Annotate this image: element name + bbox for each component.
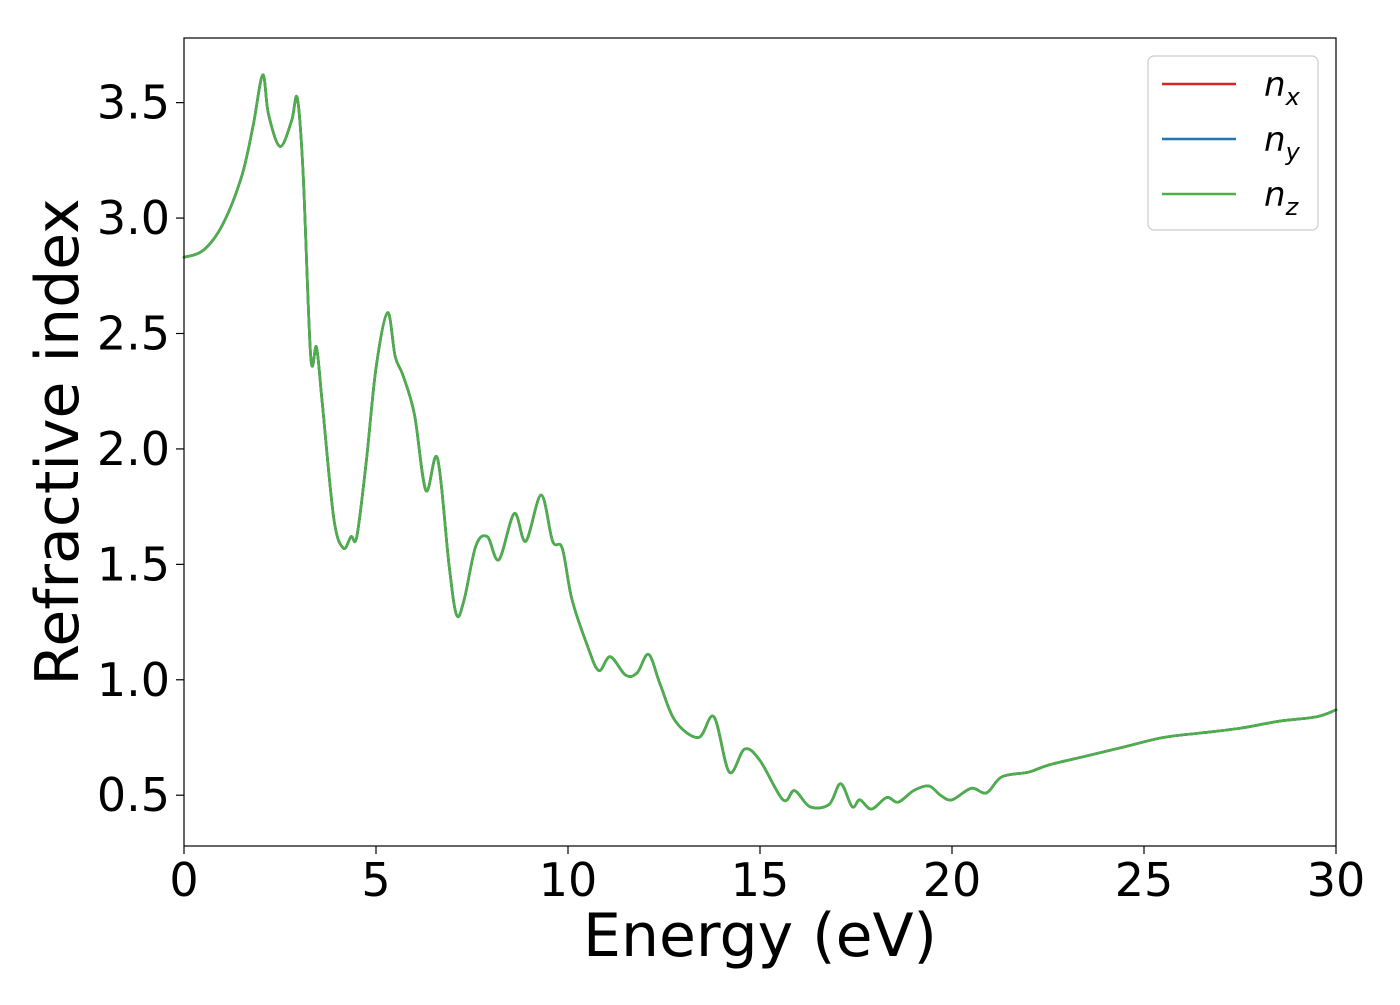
y-tick-label: 2.5 (97, 306, 170, 360)
series-line-n-z (182, 73, 1338, 811)
x-tick-label: 5 (361, 853, 390, 907)
y-axis-label: Refractive index (23, 198, 93, 685)
x-tick-label: 20 (923, 853, 982, 907)
x-tick-label: 25 (1115, 853, 1174, 907)
x-tick-label: 0 (169, 853, 198, 907)
legend: nx ny nz (1147, 55, 1319, 231)
x-tick-label: 30 (1307, 853, 1366, 907)
y-tick-label: 1.5 (97, 537, 170, 591)
legend-label-n-y: ny (1264, 120, 1301, 166)
y-axis-ticks: 0.5 1.0 1.5 2.0 2.5 3.0 3.5 (97, 76, 184, 822)
legend-label-n-x: nx (1264, 65, 1301, 111)
x-axis-ticks: 0 5 10 15 20 25 30 (169, 846, 1365, 907)
legend-items: nx ny nz (1162, 65, 1301, 221)
legend-box (1147, 55, 1319, 231)
x-tick-label: 15 (731, 853, 790, 907)
y-tick-label: 2.0 (97, 422, 170, 476)
y-tick-label: 3.0 (97, 191, 170, 245)
x-axis-label: Energy (eV) (583, 901, 937, 971)
y-tick-label: 1.0 (97, 653, 170, 707)
y-tick-label: 3.5 (97, 76, 170, 130)
x-tick-label: 10 (539, 853, 598, 907)
legend-label-n-z: nz (1264, 175, 1300, 221)
y-tick-label: 0.5 (97, 768, 170, 822)
series-layer (182, 73, 1338, 811)
